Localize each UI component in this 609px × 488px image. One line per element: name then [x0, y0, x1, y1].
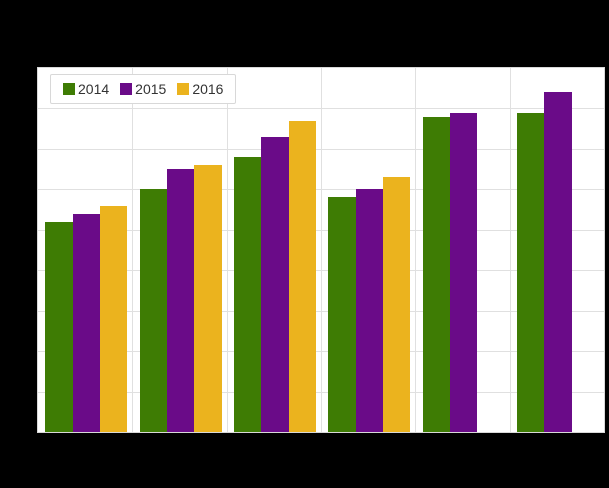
bar-2015-cat3 — [261, 136, 289, 432]
v-gridline — [132, 68, 134, 432]
bar-2016-cat4 — [382, 177, 411, 432]
legend-label-2014: 2014 — [78, 81, 110, 97]
bar-2015-cat4 — [355, 189, 383, 432]
bar-2014-cat5 — [422, 116, 450, 432]
bar-2015-cat6 — [544, 92, 572, 432]
plot-area: 2014 2015 2016 — [37, 67, 605, 433]
legend: 2014 2015 2016 — [50, 74, 237, 104]
bar-2014-cat1 — [45, 221, 73, 432]
legend-swatch-2016 — [177, 83, 190, 95]
v-gridline — [415, 68, 417, 432]
v-gridline — [226, 68, 228, 432]
legend-swatch-2014 — [63, 83, 75, 95]
legend-label-2016: 2016 — [192, 81, 224, 97]
bar-2014-cat4 — [328, 197, 356, 432]
legend-item-2015[interactable]: 2015 — [120, 82, 166, 96]
bar-2015-cat1 — [72, 213, 100, 432]
legend-item-2014[interactable]: 2014 — [63, 82, 109, 96]
legend-swatch-2015 — [120, 83, 133, 95]
bar-2014-cat3 — [233, 156, 262, 432]
bar-2014-cat2 — [139, 189, 167, 432]
bar-2016-cat2 — [194, 165, 222, 432]
bar-2014-cat6 — [516, 112, 545, 432]
legend-item-2016[interactable]: 2016 — [177, 82, 223, 96]
v-gridline — [509, 68, 511, 432]
legend-label-2015: 2015 — [135, 81, 167, 97]
bar-2015-cat5 — [449, 112, 478, 432]
bar-2015-cat2 — [166, 169, 195, 432]
bar-2016-cat1 — [99, 205, 128, 432]
bar-2016-cat3 — [288, 120, 316, 432]
v-gridline — [321, 68, 322, 432]
